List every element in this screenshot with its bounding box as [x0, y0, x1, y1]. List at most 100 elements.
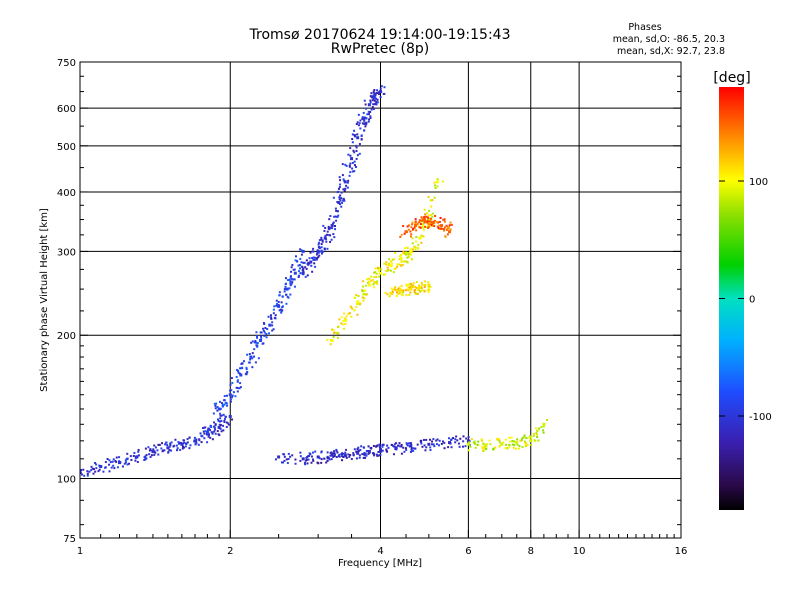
data-point	[403, 232, 406, 235]
data-point	[447, 446, 450, 449]
data-point	[420, 287, 423, 290]
trace-point	[484, 444, 488, 448]
trace-point	[330, 453, 334, 457]
data-point	[332, 233, 335, 236]
data-point	[410, 447, 413, 450]
data-point	[94, 462, 97, 465]
data-point	[281, 295, 284, 298]
trace-point	[399, 289, 403, 293]
data-point	[373, 96, 376, 99]
data-point	[256, 342, 259, 345]
data-point	[520, 439, 523, 442]
data-point	[427, 287, 430, 290]
data-point	[291, 454, 294, 457]
data-point	[256, 336, 259, 339]
data-point	[361, 290, 364, 293]
trace-point	[285, 287, 289, 291]
data-point	[289, 284, 292, 287]
data-point	[512, 446, 515, 449]
data-point	[177, 442, 180, 445]
data-point	[427, 291, 430, 294]
data-point	[345, 448, 348, 451]
data-point	[163, 449, 166, 452]
data-point	[395, 291, 398, 294]
data-point	[353, 448, 356, 451]
data-point	[414, 220, 417, 223]
data-point	[410, 285, 413, 288]
data-point	[346, 181, 349, 184]
trace-point	[217, 425, 221, 429]
data-point	[434, 214, 437, 217]
data-point	[318, 241, 321, 244]
data-point	[245, 368, 248, 371]
trace-point	[277, 304, 281, 308]
data-point	[459, 437, 462, 440]
data-point	[362, 111, 365, 114]
data-point	[408, 293, 411, 296]
data-point	[359, 119, 362, 122]
x-tick-label: 2	[227, 546, 233, 557]
data-point	[343, 327, 346, 330]
data-point	[292, 268, 295, 271]
data-point	[328, 458, 331, 461]
data-point	[121, 465, 124, 468]
data-point	[530, 443, 533, 446]
data-point	[308, 257, 311, 260]
data-point	[469, 445, 472, 448]
data-point	[351, 161, 354, 164]
data-point	[212, 412, 215, 415]
data-point	[214, 424, 217, 427]
trace-point	[440, 224, 444, 228]
trace-point	[367, 103, 371, 107]
data-point	[344, 187, 347, 190]
trace-point	[399, 256, 403, 260]
data-point	[320, 243, 323, 246]
data-point	[378, 443, 381, 446]
data-point	[369, 95, 372, 98]
data-point	[136, 460, 139, 463]
data-point	[427, 217, 430, 220]
data-point	[508, 444, 511, 447]
data-point	[326, 451, 329, 454]
data-point	[166, 444, 169, 447]
data-point	[391, 288, 394, 291]
data-point	[351, 137, 354, 140]
data-point	[365, 123, 368, 126]
data-point	[504, 443, 507, 446]
data-point	[312, 247, 315, 250]
data-point	[369, 111, 372, 114]
data-point	[237, 371, 240, 374]
data-point	[429, 446, 432, 449]
data-point	[218, 400, 221, 403]
data-point	[382, 273, 385, 276]
data-point	[333, 452, 336, 455]
y-tick-label: 75	[63, 534, 76, 545]
data-point	[297, 264, 300, 267]
data-point	[304, 463, 307, 466]
data-point	[350, 306, 353, 309]
data-point	[358, 456, 361, 459]
data-point	[218, 423, 221, 426]
data-point	[402, 446, 405, 449]
data-point	[298, 264, 301, 267]
data-point	[248, 361, 251, 364]
data-point	[454, 438, 457, 441]
data-point	[360, 134, 363, 137]
data-point	[213, 425, 216, 428]
data-point	[400, 254, 403, 257]
data-point	[378, 266, 381, 269]
data-point	[326, 459, 329, 462]
data-point	[419, 223, 422, 226]
data-point	[398, 255, 401, 258]
data-point	[375, 103, 378, 106]
data-point	[158, 443, 161, 446]
data-point	[314, 256, 317, 259]
data-point	[340, 316, 343, 319]
data-point	[363, 446, 366, 449]
data-point	[334, 207, 337, 210]
data-point	[367, 281, 370, 284]
data-point	[420, 216, 423, 219]
data-point	[321, 239, 324, 242]
data-point	[329, 240, 332, 243]
data-point	[474, 446, 477, 449]
